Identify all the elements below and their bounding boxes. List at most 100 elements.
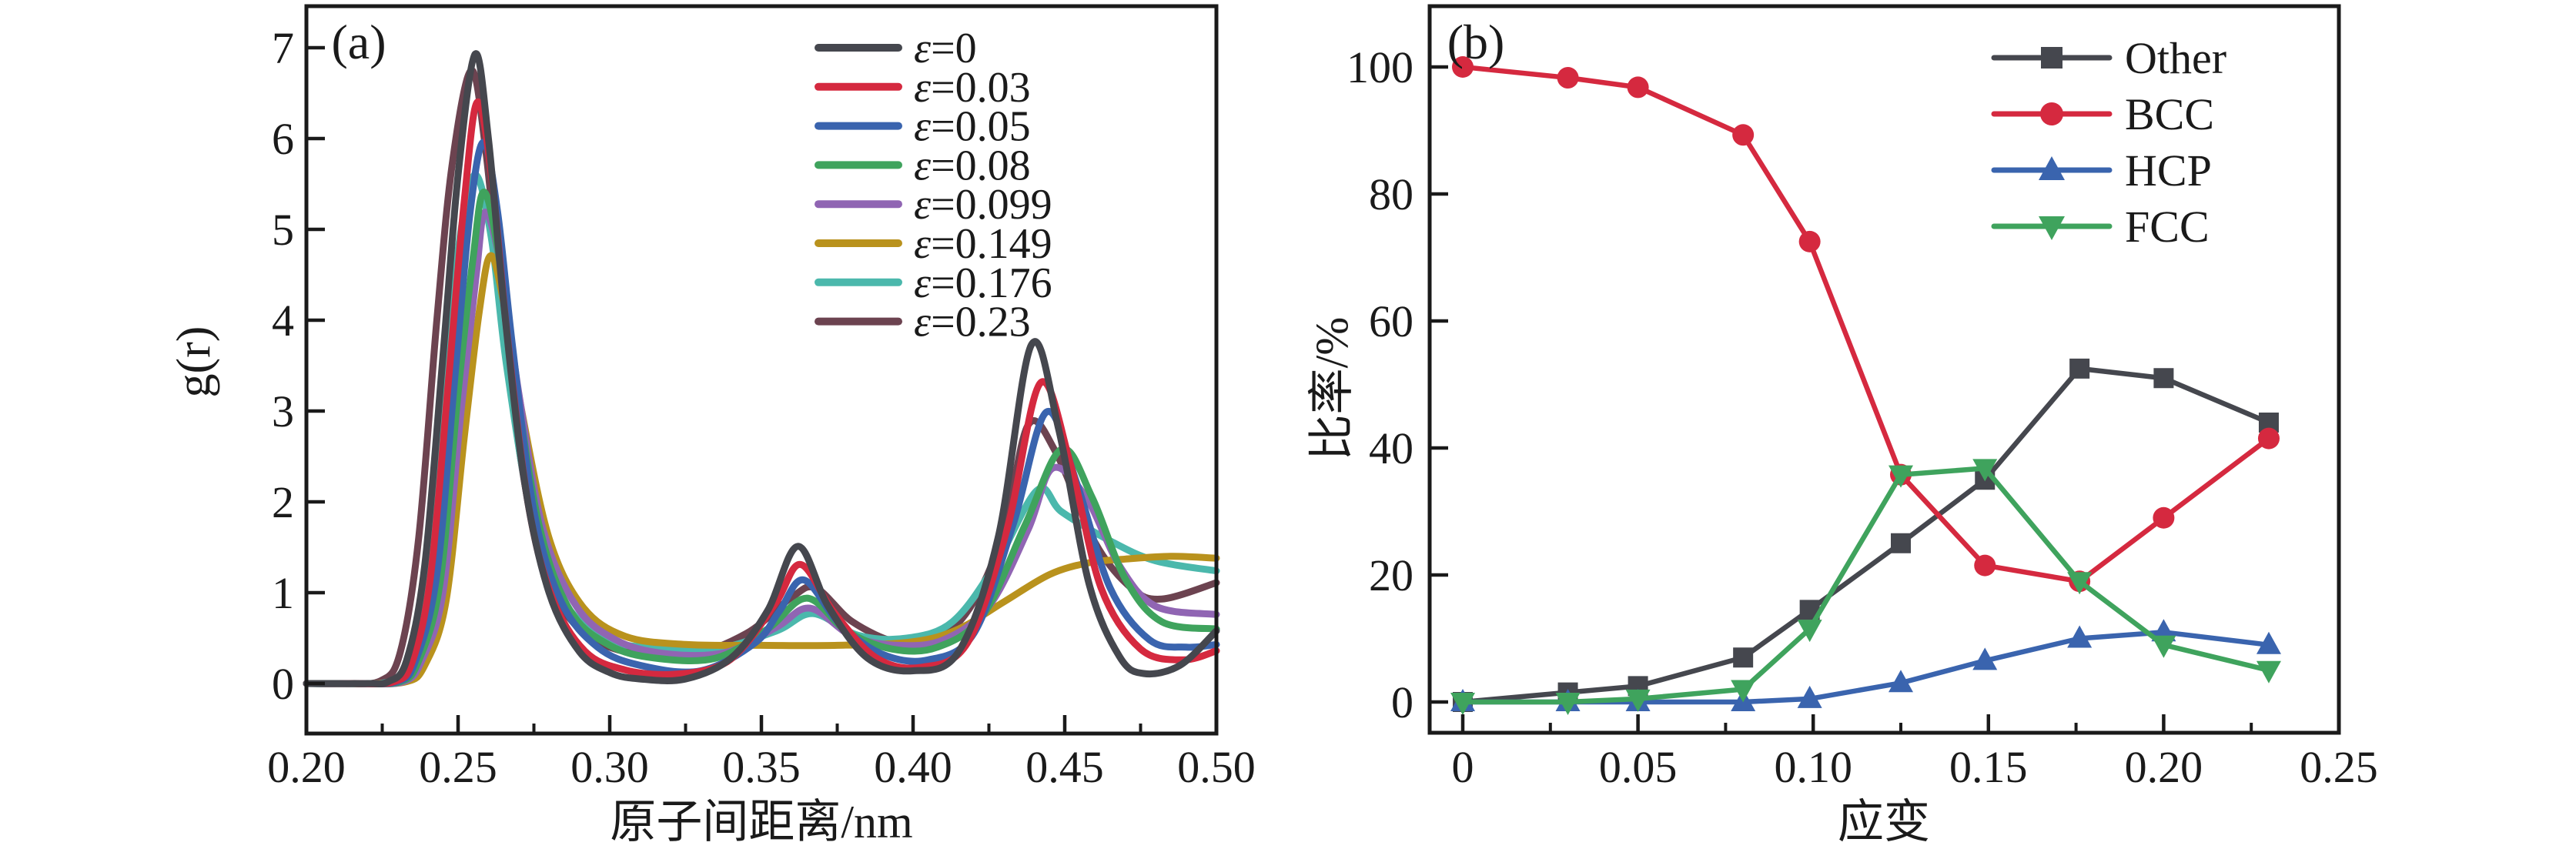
square-marker-other	[2153, 368, 2174, 389]
triangle-up-marker-hcp	[1972, 647, 1998, 670]
legend-label: ε=0.08	[914, 142, 1031, 189]
triangle-down-legend-marker	[2039, 216, 2065, 240]
legend-item: FCC	[1991, 202, 2210, 252]
y-tick-label: 0	[272, 659, 294, 709]
legend-item: ε=0.176	[815, 259, 1052, 307]
fraction-curves-group	[1450, 56, 2281, 715]
legend-label: ε=0.23	[914, 299, 1031, 346]
triangle-up-marker-hcp	[2067, 625, 2093, 648]
legend-label: ε=0.099	[914, 181, 1052, 229]
circle-marker-bcc	[2153, 506, 2175, 529]
legend-label: ε=0.149	[914, 220, 1052, 268]
triangle-up-marker-hcp	[2256, 631, 2281, 654]
x-tick-label: 0.10	[1774, 742, 1852, 792]
x-tick-label: 0.20	[2125, 742, 2203, 792]
y-tick-label: 7	[272, 23, 294, 73]
panel-b: 0 0.05 0.10 0.15 0.20 0.25 0 20 40 60 80 100 (b) 应变…	[1306, 4, 2378, 847]
triangle-down-marker-fcc	[1450, 693, 1475, 715]
square-marker-other	[1891, 533, 1911, 553]
x-tick-label: 0.45	[1025, 742, 1104, 792]
panel-b-xlabel: 应变	[1838, 797, 1930, 847]
x-tick-label: 0.25	[419, 742, 497, 792]
triangle-down-marker-fcc	[2151, 635, 2176, 658]
legend-label: ε=0.05	[914, 103, 1031, 151]
gr-curve-0.05	[303, 139, 1220, 688]
circle-marker-bcc	[1557, 67, 1579, 89]
y-tick-label: 1	[272, 568, 294, 618]
panel-b-label: (b)	[1447, 15, 1505, 69]
x-tick-label: 0.25	[2300, 742, 2378, 792]
y-tick-label: 40	[1369, 423, 1413, 473]
y-tick-label: 4	[272, 296, 294, 346]
y-tick-label: 6	[272, 114, 294, 164]
circle-marker-bcc	[1452, 56, 1474, 78]
circle-marker-bcc	[1798, 230, 1821, 252]
legend-label: Other	[2125, 33, 2226, 83]
legend-item: ε=0.03	[815, 64, 1031, 112]
legend-item: ε=0.149	[815, 220, 1052, 268]
y-tick-label: 100	[1347, 42, 1413, 92]
triangle-down-marker-fcc	[1972, 459, 1998, 482]
x-tick-label: 0.20	[267, 742, 346, 792]
legend-label: ε=0	[914, 25, 977, 72]
circle-marker-bcc	[1974, 554, 1996, 577]
triangle-up-legend-marker	[2039, 156, 2065, 180]
triangle-up-marker-hcp	[1889, 670, 1913, 693]
triangle-down-marker-fcc	[1731, 680, 1756, 703]
panel-a-ylabel: g(r)	[168, 326, 220, 398]
gr-curve-0.03	[303, 99, 1220, 688]
legend-label: FCC	[2125, 202, 2210, 252]
legend-item: ε=0.08	[815, 142, 1031, 189]
legend-item: ε=0.099	[815, 181, 1052, 229]
square-legend-marker	[2041, 47, 2062, 69]
x-tick-label: 0.50	[1177, 742, 1256, 792]
gr-curve-0	[303, 50, 1220, 688]
x-tick-label: 0.35	[722, 742, 801, 792]
x-tick-label: 0.30	[570, 742, 649, 792]
circle-marker-bcc	[1732, 124, 1755, 146]
circle-legend-marker	[2040, 102, 2063, 125]
triangle-down-marker-fcc	[2067, 572, 2093, 595]
triangle-down-marker-fcc	[1889, 465, 1913, 488]
legend-item: Other	[1991, 33, 2226, 83]
legend-item: BCC	[1991, 89, 2214, 139]
y-tick-label: 2	[272, 477, 294, 527]
panel-a-legend: ε=0ε=0.03ε=0.05ε=0.08ε=0.099ε=0.149ε=0.1…	[815, 25, 1052, 346]
x-tick-label: 0.40	[874, 742, 952, 792]
panel-b-legend: Other BCC HCP FCC	[1991, 33, 2226, 252]
y-tick-label: 60	[1369, 296, 1413, 346]
panel-a-xlabel: 原子间距离/nm	[610, 797, 912, 847]
y-tick-label: 0	[1391, 677, 1413, 727]
panel-a-axes: 0.20 0.25 0.30 0.35 0.40 0.45 0.50 0 1 2 3 4 5 6 7	[267, 4, 1256, 792]
fraction-line-other	[1460, 366, 2272, 705]
square-marker-other	[2069, 358, 2090, 379]
y-tick-label: 5	[272, 205, 294, 255]
panel-b-axes: 0 0.05 0.10 0.15 0.20 0.25 0 20 40 60 80 100	[1347, 4, 2378, 792]
y-tick-label: 3	[272, 386, 294, 436]
panel-b-ylabel: 比率/%	[1306, 317, 1357, 461]
x-tick-label: 0.05	[1599, 742, 1678, 792]
triangle-down-marker-fcc	[1555, 693, 1581, 715]
triangle-up-marker-hcp	[1797, 685, 1822, 708]
square-marker-other	[1733, 647, 1754, 668]
panel-a: 0.20 0.25 0.30 0.35 0.40 0.45 0.50 0 1 2 3 4 5 6 7 (a)…	[168, 4, 1256, 847]
fraction-line-bcc	[1460, 64, 2272, 584]
gr-curves-group	[303, 50, 1220, 688]
circle-marker-bcc	[2257, 427, 2280, 450]
legend-label: HCP	[2125, 145, 2212, 196]
legend-item: HCP	[1991, 145, 2212, 196]
legend-label: ε=0.176	[914, 259, 1052, 307]
fraction-line-fcc	[1460, 466, 2272, 705]
plot-frame	[1427, 4, 2341, 735]
legend-label: ε=0.03	[914, 64, 1031, 112]
y-tick-label: 20	[1369, 550, 1413, 600]
panel-a-label: (a)	[331, 15, 386, 69]
gr-curve-0.08	[303, 189, 1220, 688]
legend-item: ε=0.05	[815, 103, 1031, 151]
legend-item: ε=0	[815, 25, 977, 72]
y-tick-label: 80	[1369, 169, 1413, 219]
triangle-down-marker-fcc	[1797, 620, 1822, 643]
x-tick-label: 0.15	[1949, 742, 2028, 792]
